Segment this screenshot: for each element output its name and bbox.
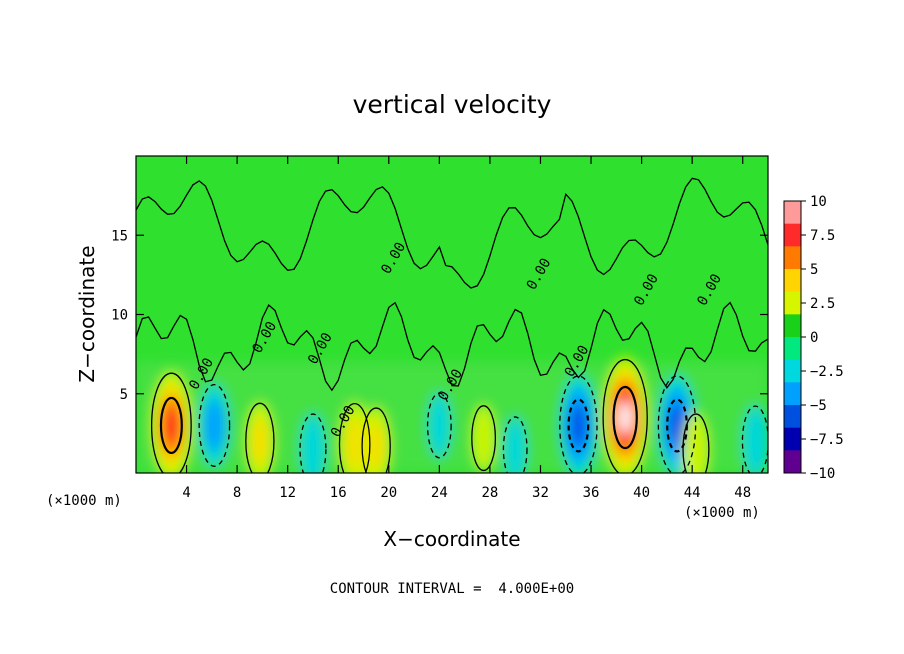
- colorbar-label-0: 10: [810, 194, 827, 210]
- x-tick-label-3: 16: [330, 485, 347, 501]
- contour-inner-0: [159, 396, 183, 455]
- anomaly-9-ring-2: [570, 403, 587, 448]
- contour-2: [245, 402, 275, 473]
- anomaly-4-ring-1: [345, 418, 365, 471]
- colorbar-band-8: [784, 382, 801, 406]
- x-tick-label-6: 28: [481, 485, 498, 501]
- colorbar-band-0: [784, 201, 801, 225]
- contour-4: [338, 402, 371, 473]
- colorbar-label-3: 2.5: [810, 296, 835, 312]
- colorbar-label-5: −2.5: [810, 364, 844, 380]
- colorbar-label-8: −10: [810, 466, 835, 482]
- colorbar-band-2: [784, 246, 801, 270]
- colorbar-label-1: 7.5: [810, 228, 835, 244]
- chart-title: vertical velocity: [353, 90, 552, 119]
- x-tick-label-8: 36: [583, 485, 600, 501]
- colorbar-band-7: [784, 359, 801, 383]
- y-tick-label-2: 15: [111, 228, 128, 244]
- x-axis-ticks: 4 8 12 16 20 24 28 32 36 40 44 48: [182, 156, 751, 501]
- anomaly-0-ring-3: [164, 407, 179, 444]
- colorbar-band-5: [784, 314, 801, 338]
- contour-8: [502, 416, 528, 473]
- zero-contour-upper: [136, 177, 768, 289]
- contour-5: [361, 407, 391, 473]
- anomaly-3-ring-0: [299, 412, 327, 473]
- contour-0: [150, 372, 192, 473]
- x-tick-label-4: 20: [380, 485, 397, 501]
- contour-inner-9: [567, 398, 590, 453]
- colorbar: 10 7.5 5 2.5 0 −2.5 −5 −7.5 −10: [783, 194, 844, 482]
- x-tick-label-11: 48: [734, 485, 751, 501]
- colorbar-band-6: [784, 337, 801, 361]
- anomaly-8-ring-0: [502, 415, 528, 473]
- x-unit-right: (×1000 m): [684, 505, 760, 521]
- anomaly-12-ring-0: [682, 412, 710, 473]
- contour-7: [471, 405, 497, 472]
- contour-6: [426, 392, 452, 459]
- x-tick-label-5: 24: [431, 485, 448, 501]
- x-tick-label-2: 12: [279, 485, 296, 501]
- anomaly-7-ring-0: [471, 404, 496, 473]
- contour-lines: [136, 177, 768, 473]
- colorbar-band-3: [784, 269, 801, 293]
- colorbar-label-7: −7.5: [810, 432, 844, 448]
- y-axis-ticks: 5 10 15: [111, 228, 768, 403]
- contour-inner-10: [612, 385, 638, 450]
- anomaly-2-ring-1: [250, 417, 269, 466]
- contour-11: [657, 375, 697, 473]
- anomaly-6-ring-0: [426, 391, 452, 460]
- y-axis-label: Z−coordinate: [75, 245, 99, 382]
- y-tick-label-0: 5: [120, 387, 128, 403]
- x-axis-label: X−coordinate: [383, 527, 520, 551]
- colorbar-label-2: 5: [810, 262, 818, 278]
- x-tick-label-10: 44: [684, 485, 701, 501]
- y-tick-label-1: 10: [111, 308, 128, 324]
- contour-13: [741, 405, 768, 473]
- colorbar-band-4: [784, 291, 801, 315]
- anomaly-13-ring-0: [741, 404, 768, 473]
- x-tick-label-0: 4: [182, 485, 190, 501]
- plot-area: 0.000.000.000.00 0.00 0.000.000.000.000.00: [136, 156, 768, 473]
- contour-10: [602, 358, 648, 473]
- x-tick-label-9: 40: [633, 485, 650, 501]
- contour-9: [559, 375, 598, 473]
- anomaly-5-ring-1: [367, 422, 386, 471]
- anomaly-11-ring-2: [668, 403, 686, 448]
- colorbar-band-11: [784, 450, 801, 474]
- x-tick-label-7: 32: [532, 485, 549, 501]
- colorbar-label-4: 0: [810, 330, 818, 346]
- colorbar-label-6: −5: [810, 398, 827, 414]
- colorbar-band-10: [784, 427, 801, 451]
- contour-interval-note: CONTOUR INTERVAL = 4.000E+00: [330, 581, 574, 597]
- contour-12: [682, 413, 710, 473]
- colorbar-band-1: [784, 223, 801, 247]
- anomaly-10-ring-4: [618, 400, 632, 435]
- colorbar-band-9: [784, 405, 801, 429]
- x-tick-label-1: 8: [233, 485, 241, 501]
- contour-3: [299, 413, 327, 473]
- anomaly-1-ring-1: [204, 399, 224, 452]
- zero-contour-mid: [136, 301, 768, 392]
- x-unit-left: (×1000 m): [46, 493, 122, 509]
- contour-1: [198, 383, 231, 467]
